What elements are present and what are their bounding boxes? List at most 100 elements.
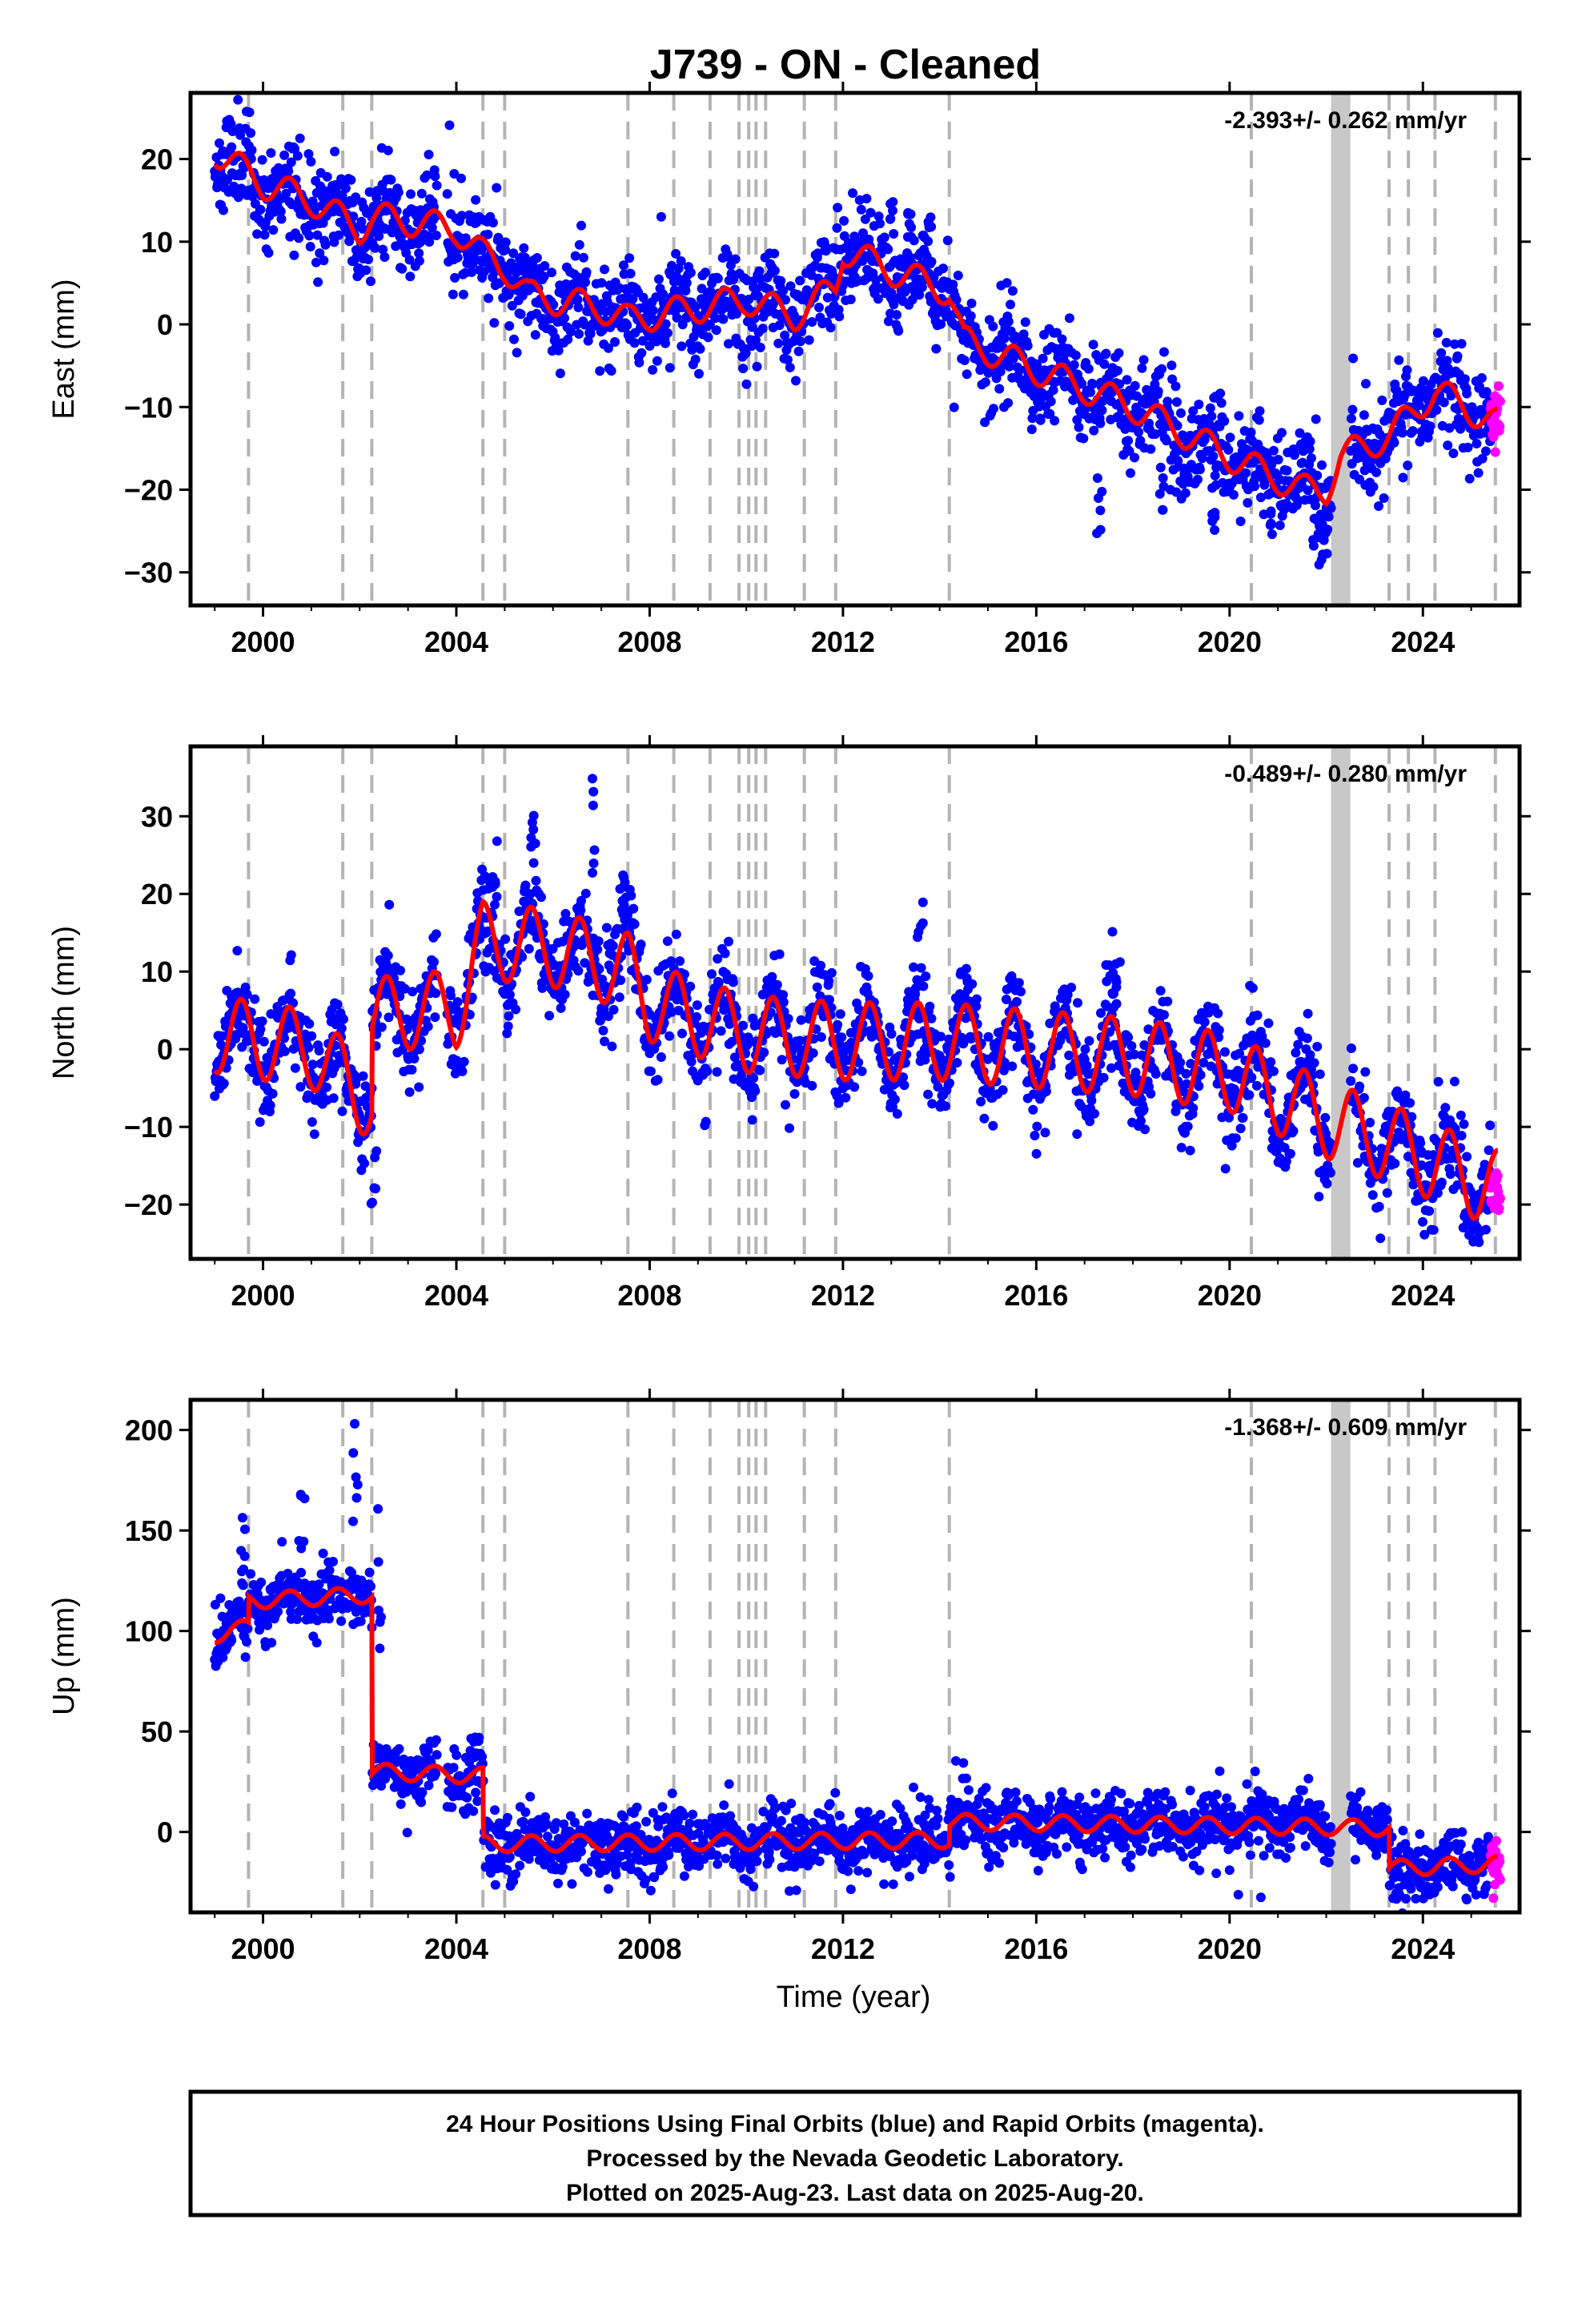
data-point bbox=[1428, 1224, 1439, 1235]
data-point bbox=[581, 267, 592, 277]
data-point bbox=[1291, 1047, 1301, 1058]
data-point bbox=[614, 992, 624, 1003]
data-point bbox=[1159, 347, 1169, 357]
data-point bbox=[672, 312, 682, 323]
data-point bbox=[906, 223, 917, 232]
data-point bbox=[1322, 1179, 1332, 1188]
data-point bbox=[588, 867, 597, 878]
data-point bbox=[314, 1046, 324, 1055]
data-point bbox=[520, 252, 530, 263]
data-point bbox=[1234, 411, 1244, 421]
data-point bbox=[1472, 439, 1482, 448]
data-point bbox=[408, 987, 418, 997]
data-point bbox=[1360, 1067, 1371, 1077]
data-point bbox=[1219, 416, 1230, 426]
data-point bbox=[1170, 381, 1181, 392]
data-point bbox=[1138, 355, 1149, 365]
data-point bbox=[892, 1108, 902, 1119]
rate-annotation: -0.489+/- 0.280 mm/yr bbox=[1224, 761, 1467, 787]
data-point bbox=[528, 858, 539, 868]
data-point bbox=[384, 899, 395, 910]
data-point bbox=[980, 377, 990, 388]
data-point bbox=[727, 1036, 737, 1047]
data-point bbox=[673, 263, 684, 274]
data-point bbox=[858, 228, 868, 239]
data-point bbox=[580, 888, 591, 899]
data-point bbox=[816, 960, 826, 971]
data-point bbox=[1481, 446, 1491, 456]
data-point bbox=[456, 173, 466, 183]
data-point bbox=[920, 1055, 930, 1065]
data-point bbox=[1012, 996, 1022, 1007]
data-point bbox=[507, 300, 517, 311]
data-point bbox=[330, 147, 340, 157]
data-point bbox=[1359, 410, 1369, 420]
data-point bbox=[998, 1085, 1008, 1096]
data-point bbox=[925, 1001, 935, 1011]
data-point bbox=[1073, 998, 1082, 1008]
data-point bbox=[492, 891, 502, 902]
data-point bbox=[1246, 427, 1256, 437]
data-point bbox=[804, 335, 814, 345]
data-point bbox=[1228, 489, 1239, 500]
data-point bbox=[1158, 481, 1169, 492]
data-point bbox=[1223, 444, 1234, 455]
data-point bbox=[622, 911, 632, 921]
data-point bbox=[769, 248, 780, 259]
data-point bbox=[1126, 468, 1135, 478]
data-point bbox=[841, 1092, 851, 1103]
data-point bbox=[1199, 1017, 1210, 1027]
data-point bbox=[776, 275, 786, 286]
data-point bbox=[671, 929, 681, 939]
data-point bbox=[295, 133, 305, 143]
data-point bbox=[1003, 316, 1014, 327]
data-point bbox=[266, 148, 276, 158]
data-point bbox=[304, 231, 315, 241]
data-point bbox=[286, 988, 296, 999]
data-point bbox=[359, 1158, 370, 1168]
data-point bbox=[849, 231, 860, 242]
data-point bbox=[705, 320, 715, 330]
data-point bbox=[1235, 1048, 1245, 1059]
data-point bbox=[307, 1059, 318, 1070]
data-point bbox=[1095, 418, 1106, 428]
data-point bbox=[256, 1577, 267, 1587]
data-point bbox=[637, 336, 648, 346]
data-point bbox=[718, 314, 729, 324]
data-point bbox=[856, 204, 866, 215]
data-point bbox=[1182, 1079, 1192, 1089]
data-point bbox=[772, 979, 782, 990]
final-orbit-points bbox=[210, 774, 1496, 1248]
data-point bbox=[636, 348, 647, 358]
x-tick-label: 2004 bbox=[424, 1279, 488, 1312]
data-point bbox=[1445, 1169, 1456, 1180]
data-point bbox=[402, 1827, 412, 1838]
data-point bbox=[972, 994, 982, 1004]
x-tick-label: 2020 bbox=[1198, 625, 1262, 658]
data-point bbox=[692, 1011, 702, 1022]
data-point bbox=[845, 294, 856, 304]
data-point bbox=[235, 130, 246, 140]
data-point bbox=[244, 107, 255, 118]
data-point bbox=[918, 981, 929, 991]
data-point bbox=[1452, 351, 1463, 361]
data-point bbox=[570, 251, 580, 261]
data-point bbox=[1303, 1008, 1313, 1019]
data-point bbox=[1123, 1032, 1134, 1043]
data-point bbox=[296, 1567, 307, 1578]
data-point bbox=[255, 1117, 265, 1128]
data-point bbox=[273, 1606, 283, 1617]
data-point bbox=[311, 1638, 322, 1648]
data-point bbox=[927, 1099, 938, 1109]
data-point bbox=[600, 264, 609, 275]
data-point bbox=[833, 1098, 844, 1108]
data-point bbox=[694, 368, 704, 379]
data-point bbox=[232, 946, 243, 956]
data-point bbox=[219, 205, 228, 215]
data-point bbox=[1006, 300, 1015, 310]
data-point bbox=[1084, 1035, 1094, 1046]
data-point bbox=[886, 1029, 897, 1039]
data-point bbox=[1247, 1072, 1257, 1083]
data-point bbox=[845, 251, 855, 261]
